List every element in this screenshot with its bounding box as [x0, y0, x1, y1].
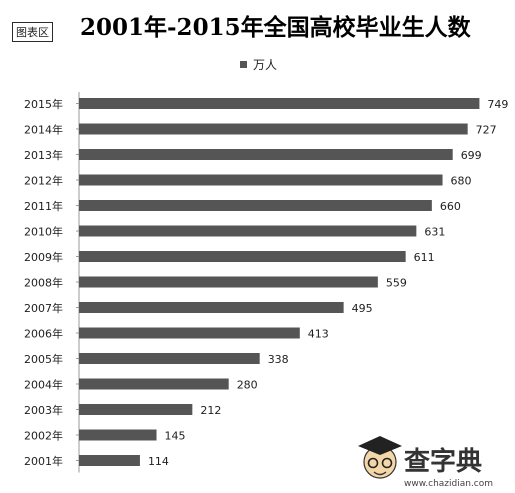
- bar: [79, 455, 140, 466]
- bar: [79, 276, 378, 288]
- bar: [79, 123, 468, 135]
- category-label: 2003年: [24, 403, 63, 417]
- value-label: 680: [451, 175, 472, 188]
- mascot-smile-icon: [373, 471, 387, 476]
- chart-title: 2001年-2015年全国高校毕业生人数: [80, 14, 471, 41]
- legend-label: 万人: [253, 58, 278, 72]
- value-label: 749: [487, 98, 508, 111]
- value-label: 338: [268, 353, 289, 366]
- bar: [79, 200, 432, 211]
- bar: [79, 404, 193, 415]
- value-label: 145: [165, 430, 186, 443]
- graduation-cap-icon: [358, 436, 402, 455]
- category-label: 2001年: [24, 454, 63, 468]
- bar: [79, 225, 417, 237]
- value-label: 559: [386, 277, 407, 290]
- glasses-left-icon: [367, 457, 379, 469]
- category-label: 2013年: [24, 148, 63, 162]
- watermark-brand: 查字典: [404, 446, 482, 477]
- value-label: 660: [440, 200, 461, 213]
- bar: [79, 378, 229, 390]
- value-label: 727: [476, 124, 497, 137]
- chart-area-tag: 图表区: [12, 22, 53, 42]
- category-label: 2004年: [24, 378, 63, 392]
- category-label: 2011年: [24, 199, 63, 213]
- value-label: 631: [424, 226, 445, 239]
- legend-swatch: [240, 61, 247, 68]
- bar: [79, 429, 157, 441]
- category-label: 2009年: [24, 250, 63, 264]
- bar: [79, 353, 260, 364]
- value-label: 212: [200, 404, 221, 417]
- value-label: 114: [148, 455, 169, 468]
- bar: [79, 302, 344, 313]
- category-label: 2006年: [24, 327, 63, 341]
- glasses-right-icon: [381, 457, 393, 469]
- category-label: 2008年: [24, 276, 63, 290]
- value-label: 280: [237, 379, 258, 392]
- category-label: 2014年: [24, 123, 63, 137]
- bar: [79, 174, 443, 186]
- bar: [79, 251, 406, 262]
- value-label: 611: [414, 251, 435, 264]
- category-label: 2010年: [24, 225, 63, 239]
- category-label: 2002年: [24, 429, 63, 443]
- value-label: 495: [352, 302, 373, 315]
- value-label: 699: [461, 149, 482, 162]
- bar: [79, 98, 480, 109]
- bar: [79, 327, 300, 339]
- value-label: 413: [308, 328, 329, 341]
- category-label: 2012年: [24, 174, 63, 188]
- bar: [79, 149, 453, 160]
- watermark: 查字典 www.chazidian.com: [358, 436, 493, 489]
- watermark-site: www.chazidian.com: [404, 479, 493, 489]
- category-label: 2007年: [24, 301, 63, 315]
- category-label: 2005年: [24, 352, 63, 366]
- category-label: 2015年: [24, 97, 63, 111]
- legend: 万人: [240, 56, 277, 73]
